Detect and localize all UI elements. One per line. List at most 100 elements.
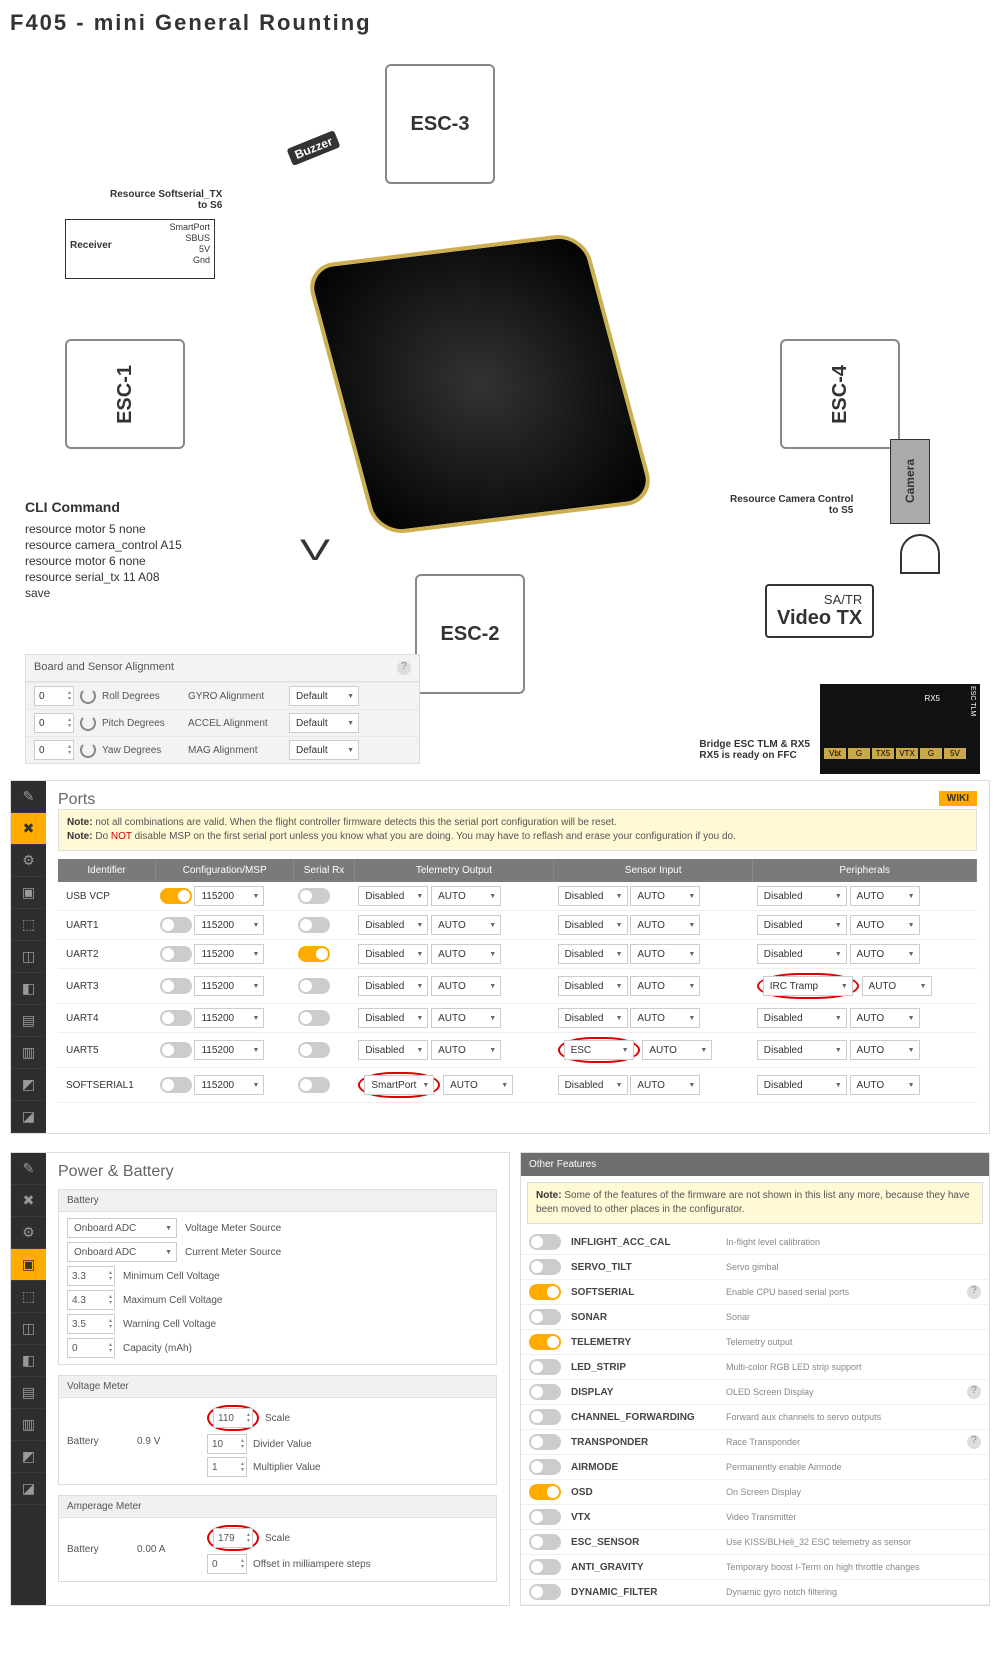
- telemetry-select[interactable]: Disabled: [358, 976, 428, 996]
- sidebar-item[interactable]: ◪: [11, 1101, 46, 1133]
- feature-toggle[interactable]: [529, 1284, 561, 1300]
- peripheral-select[interactable]: IRC Tramp: [763, 976, 853, 996]
- baud-select[interactable]: 115200: [194, 1040, 264, 1060]
- telemetry-baud-select[interactable]: AUTO: [431, 886, 501, 906]
- msp-toggle[interactable]: [160, 1077, 192, 1093]
- sidebar-item[interactable]: ▣: [11, 877, 46, 909]
- feature-toggle[interactable]: [529, 1334, 561, 1350]
- peripheral-select[interactable]: Disabled: [757, 1008, 847, 1028]
- min-cell-voltage-input[interactable]: 3.3: [67, 1266, 115, 1286]
- peripheral-baud-select[interactable]: AUTO: [850, 915, 920, 935]
- current-meter-source-select[interactable]: Onboard ADC: [67, 1242, 177, 1262]
- serialrx-toggle[interactable]: [298, 946, 330, 962]
- telemetry-select[interactable]: Disabled: [358, 886, 428, 906]
- sensor-select[interactable]: Disabled: [558, 976, 628, 996]
- peripheral-baud-select[interactable]: AUTO: [850, 1075, 920, 1095]
- voltage-scale-input[interactable]: 110: [213, 1408, 253, 1428]
- msp-toggle[interactable]: [160, 978, 192, 994]
- sidebar-item[interactable]: ✎: [11, 1153, 46, 1185]
- sidebar-item[interactable]: ⬚: [11, 1281, 46, 1313]
- telemetry-baud-select[interactable]: AUTO: [443, 1075, 513, 1095]
- peripheral-select[interactable]: Disabled: [757, 1075, 847, 1095]
- sidebar-item[interactable]: ⚙: [11, 1217, 46, 1249]
- peripheral-select[interactable]: Disabled: [757, 886, 847, 906]
- feature-toggle[interactable]: [529, 1359, 561, 1375]
- serialrx-toggle[interactable]: [298, 1042, 330, 1058]
- sensor-baud-select[interactable]: AUTO: [642, 1040, 712, 1060]
- baud-select[interactable]: 115200: [194, 944, 264, 964]
- serialrx-toggle[interactable]: [298, 1010, 330, 1026]
- feature-toggle[interactable]: [529, 1534, 561, 1550]
- feature-toggle[interactable]: [529, 1584, 561, 1600]
- amperage-offset-input[interactable]: 0: [207, 1554, 247, 1574]
- sidebar-item[interactable]: ◩: [11, 1069, 46, 1101]
- sensor-baud-select[interactable]: AUTO: [630, 1008, 700, 1028]
- sidebar-item[interactable]: ◫: [11, 941, 46, 973]
- sensor-baud-select[interactable]: AUTO: [630, 886, 700, 906]
- amperage-scale-input[interactable]: 179: [213, 1528, 253, 1548]
- wiki-button[interactable]: WIKI: [939, 791, 977, 806]
- sensor-baud-select[interactable]: AUTO: [630, 976, 700, 996]
- sidebar-item[interactable]: ◫: [11, 1313, 46, 1345]
- msp-toggle[interactable]: [160, 1042, 192, 1058]
- voltage-divider-input[interactable]: 10: [207, 1434, 247, 1454]
- sensor-select[interactable]: Disabled: [558, 944, 628, 964]
- peripheral-baud-select[interactable]: AUTO: [850, 944, 920, 964]
- msp-toggle[interactable]: [160, 888, 192, 904]
- telemetry-baud-select[interactable]: AUTO: [431, 976, 501, 996]
- sensor-select[interactable]: Disabled: [558, 886, 628, 906]
- degree-input[interactable]: 0: [34, 686, 74, 706]
- sidebar-item[interactable]: ◪: [11, 1473, 46, 1505]
- serialrx-toggle[interactable]: [298, 1077, 330, 1093]
- telemetry-select[interactable]: SmartPort: [364, 1075, 434, 1095]
- sidebar-item[interactable]: ▥: [11, 1037, 46, 1069]
- telemetry-baud-select[interactable]: AUTO: [431, 1040, 501, 1060]
- help-icon[interactable]: ?: [967, 1435, 981, 1449]
- warning-cell-voltage-input[interactable]: 3.5: [67, 1314, 115, 1334]
- peripheral-baud-select[interactable]: AUTO: [850, 1008, 920, 1028]
- sidebar-item[interactable]: ▤: [11, 1377, 46, 1409]
- sidebar-item[interactable]: ◩: [11, 1441, 46, 1473]
- feature-toggle[interactable]: [529, 1309, 561, 1325]
- alignment-select[interactable]: Default: [289, 740, 359, 760]
- msp-toggle[interactable]: [160, 1010, 192, 1026]
- telemetry-baud-select[interactable]: AUTO: [431, 915, 501, 935]
- msp-toggle[interactable]: [160, 946, 192, 962]
- sensor-select[interactable]: Disabled: [558, 915, 628, 935]
- peripheral-baud-select[interactable]: AUTO: [850, 1040, 920, 1060]
- sidebar-item[interactable]: ◧: [11, 973, 46, 1005]
- sidebar-item[interactable]: ⬚: [11, 909, 46, 941]
- telemetry-select[interactable]: Disabled: [358, 1008, 428, 1028]
- baud-select[interactable]: 115200: [194, 915, 264, 935]
- degree-input[interactable]: 0: [34, 713, 74, 733]
- serialrx-toggle[interactable]: [298, 888, 330, 904]
- baud-select[interactable]: 115200: [194, 886, 264, 906]
- capacity-input[interactable]: 0: [67, 1338, 115, 1358]
- help-icon[interactable]: ?: [967, 1285, 981, 1299]
- sidebar-item[interactable]: ✖: [11, 1185, 46, 1217]
- telemetry-select[interactable]: Disabled: [358, 1040, 428, 1060]
- max-cell-voltage-input[interactable]: 4.3: [67, 1290, 115, 1310]
- serialrx-toggle[interactable]: [298, 978, 330, 994]
- peripheral-select[interactable]: Disabled: [757, 944, 847, 964]
- feature-toggle[interactable]: [529, 1409, 561, 1425]
- sensor-select[interactable]: Disabled: [558, 1008, 628, 1028]
- sensor-select[interactable]: Disabled: [558, 1075, 628, 1095]
- peripheral-select[interactable]: Disabled: [757, 915, 847, 935]
- baud-select[interactable]: 115200: [194, 1075, 264, 1095]
- feature-toggle[interactable]: [529, 1559, 561, 1575]
- alignment-select[interactable]: Default: [289, 686, 359, 706]
- sidebar-item[interactable]: ◧: [11, 1345, 46, 1377]
- peripheral-baud-select[interactable]: AUTO: [862, 976, 932, 996]
- feature-toggle[interactable]: [529, 1459, 561, 1475]
- sidebar-item[interactable]: ▣: [11, 1249, 46, 1281]
- feature-toggle[interactable]: [529, 1484, 561, 1500]
- feature-toggle[interactable]: [529, 1234, 561, 1250]
- sidebar-item[interactable]: ▥: [11, 1409, 46, 1441]
- sidebar-item[interactable]: ✎: [11, 781, 46, 813]
- help-icon[interactable]: ?: [397, 661, 411, 675]
- baud-select[interactable]: 115200: [194, 1008, 264, 1028]
- telemetry-baud-select[interactable]: AUTO: [431, 944, 501, 964]
- sensor-select[interactable]: ESC: [564, 1040, 634, 1060]
- serialrx-toggle[interactable]: [298, 917, 330, 933]
